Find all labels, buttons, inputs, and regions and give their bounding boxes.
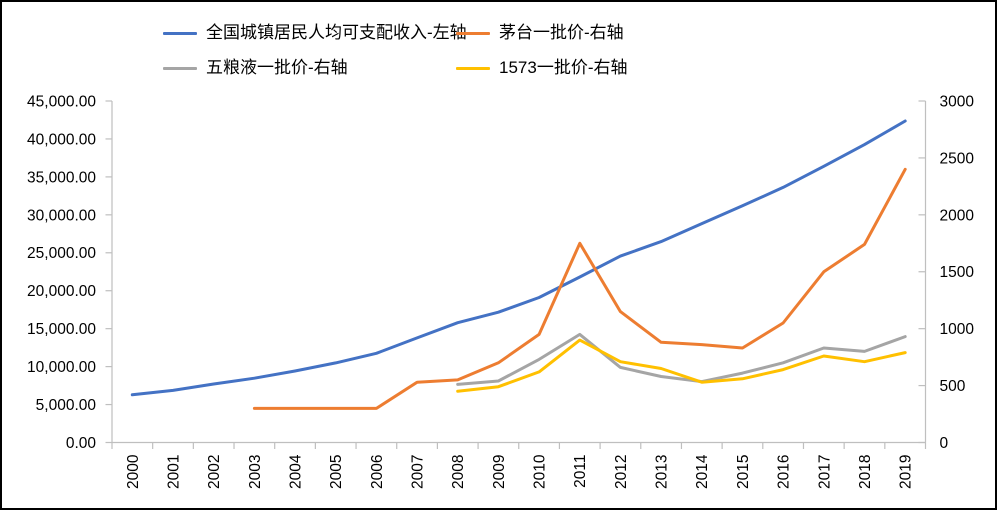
right-axis-tick-label: 2000 (940, 207, 975, 224)
series-line-1 (252, 167, 907, 410)
x-axis-category-label: 2014 (694, 454, 711, 489)
legend-item-income: 全国城镇居民人均可支配收入-左轴 (163, 22, 467, 44)
series-line-0 (130, 119, 907, 397)
x-axis-category-label: 2002 (206, 455, 223, 489)
x-axis-category-label: 2006 (369, 455, 386, 489)
x-axis-category-label: 2003 (247, 455, 264, 489)
legend-swatch-1573 (456, 66, 490, 70)
legend-item-wuliangye: 五粮液一批价-右轴 (163, 57, 348, 79)
left-axis-tick-label: 40,000.00 (27, 131, 96, 148)
series-line-2 (456, 332, 907, 386)
right-axis-tick-label: 1000 (940, 321, 975, 338)
left-axis-tick-label: 15,000.00 (27, 321, 96, 338)
x-axis-category-label: 2012 (613, 455, 630, 489)
left-axis-tick-label: 45,000.00 (27, 93, 96, 110)
right-axis-tick-label: 1500 (940, 264, 975, 281)
x-axis-category-label: 2016 (776, 455, 793, 489)
left-axis-tick-label: 30,000.00 (27, 207, 96, 224)
left-axis-tick-label: 5,000.00 (36, 397, 97, 414)
x-axis-category-label: 2004 (287, 454, 304, 489)
legend-swatch-maotai (456, 31, 490, 35)
x-axis-category-label: 2015 (735, 455, 752, 489)
right-axis-tick-label: 500 (940, 378, 966, 395)
left-axis-tick-label: 0.00 (66, 435, 97, 452)
x-axis-category-label: 2013 (654, 455, 671, 489)
series-line-3 (456, 338, 907, 393)
x-axis-category-label: 2001 (165, 455, 182, 489)
x-axis-category-label: 2011 (572, 455, 589, 488)
x-axis-category-label: 2009 (491, 455, 508, 489)
left-axis-tick-label: 20,000.00 (27, 283, 96, 300)
left-axis-tick-label: 35,000.00 (27, 169, 96, 186)
right-axis-tick-label: 0 (940, 435, 949, 452)
right-axis-tick-label: 2500 (940, 150, 975, 167)
legend-label-1573: 1573一批价-右轴 (499, 58, 628, 77)
x-axis-category-label: 2000 (125, 454, 142, 489)
left-axis-tick-label: 10,000.00 (27, 359, 96, 376)
x-axis-category-label: 2019 (898, 455, 915, 489)
x-axis-category-label: 2008 (450, 455, 467, 489)
legend-swatch-income (163, 31, 197, 35)
left-axis-tick-label: 25,000.00 (27, 245, 96, 262)
legend-label-wuliangye: 五粮液一批价-右轴 (206, 58, 348, 77)
x-axis-category-label: 2017 (816, 455, 833, 489)
legend-item-maotai: 茅台一批价-右轴 (456, 22, 624, 44)
legend-label-maotai: 茅台一批价-右轴 (499, 23, 624, 42)
x-axis-category-label: 2010 (532, 454, 549, 489)
legend-label-income: 全国城镇居民人均可支配收入-左轴 (206, 23, 467, 42)
legend-item-1573: 1573一批价-右轴 (456, 57, 627, 79)
x-axis-category-label: 2007 (409, 455, 426, 489)
legend-swatch-wuliangye (163, 66, 197, 70)
x-axis-category-label: 2018 (857, 455, 874, 489)
right-axis-tick-label: 3000 (940, 93, 975, 110)
x-axis-category-label: 2005 (328, 455, 345, 489)
